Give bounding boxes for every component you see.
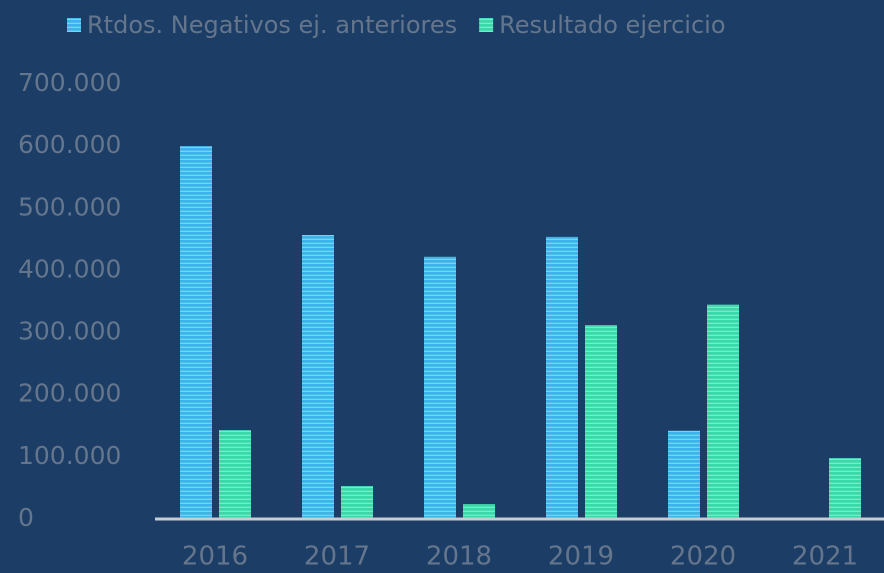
y-tick-label: 100.000 <box>18 441 121 470</box>
y-tick-label: 300.000 <box>18 317 121 346</box>
legend-swatch <box>67 18 81 32</box>
bar <box>668 430 700 519</box>
x-tick-label: 2016 <box>182 542 248 572</box>
bar <box>180 146 212 519</box>
bar <box>707 304 739 519</box>
y-tick-label: 400.000 <box>18 254 121 283</box>
bar <box>424 256 456 519</box>
y-tick-label: 700.000 <box>18 68 121 97</box>
bar <box>585 325 617 519</box>
x-tick-label: 2017 <box>304 542 370 572</box>
bar <box>463 504 495 519</box>
bar <box>546 236 578 519</box>
y-tick-label: 600.000 <box>18 130 121 159</box>
y-tick-label: 500.000 <box>18 192 121 221</box>
bar <box>302 235 334 519</box>
bar <box>219 430 251 519</box>
bar <box>829 458 861 519</box>
x-tick-label: 2020 <box>670 542 736 572</box>
legend-swatch <box>479 18 494 32</box>
legend-label: Rtdos. Negativos ej. anteriores <box>87 11 457 39</box>
legend-label: Resultado ejercicio <box>499 11 725 39</box>
y-tick-label: 200.000 <box>18 379 121 408</box>
bar <box>341 486 373 519</box>
x-tick-label: 2018 <box>426 542 492 572</box>
y-tick-label: 0 <box>18 503 34 532</box>
x-tick-label: 2019 <box>548 542 614 572</box>
x-tick-label: 2021 <box>792 542 858 572</box>
